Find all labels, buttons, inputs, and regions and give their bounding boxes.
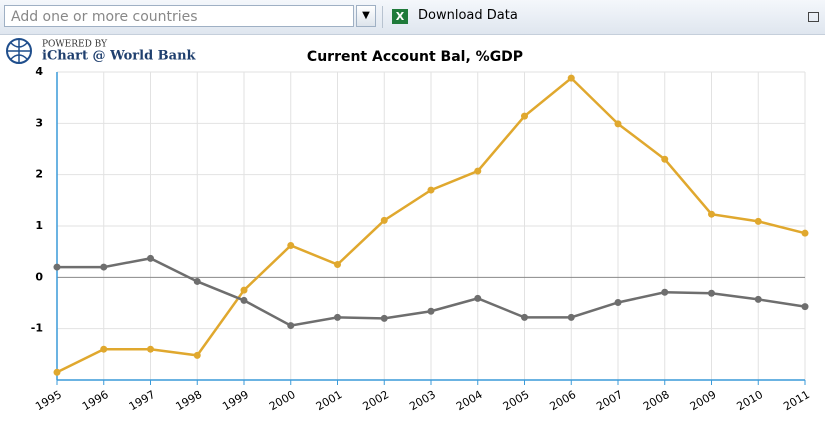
chart-title: Current Account Bal, %GDP xyxy=(307,49,523,65)
y-tick-label: 2 xyxy=(35,168,43,181)
y-tick-label: 3 xyxy=(35,116,43,129)
series-point xyxy=(240,286,248,294)
dropdown-button[interactable]: ▼ xyxy=(356,5,376,27)
series-point xyxy=(567,74,575,82)
y-tick-label: 1 xyxy=(35,219,43,232)
series-point xyxy=(147,345,154,353)
x-tick-label: 2007 xyxy=(594,388,625,413)
series-point xyxy=(754,217,762,225)
series-point xyxy=(240,296,248,304)
series-point xyxy=(147,254,154,262)
series-point xyxy=(53,368,61,376)
x-tick-label: 2008 xyxy=(641,388,672,413)
x-tick-label: 1997 xyxy=(127,388,158,413)
x-tick-label: 2010 xyxy=(735,388,766,413)
series-point xyxy=(567,313,575,321)
separator xyxy=(382,6,383,28)
x-tick-label: 2002 xyxy=(361,388,392,413)
download-button[interactable]: Download Data xyxy=(418,8,518,23)
series-point xyxy=(708,210,715,218)
series-point xyxy=(100,345,108,353)
y-tick-label: -1 xyxy=(31,322,43,335)
series-point xyxy=(474,167,482,175)
series-point xyxy=(380,314,388,322)
maximize-button[interactable] xyxy=(808,12,819,22)
series-point xyxy=(474,294,482,302)
logo-globe-lines xyxy=(7,39,31,63)
x-tick-label: 2006 xyxy=(548,388,579,413)
series-point xyxy=(53,263,61,271)
x-tick-label: 2003 xyxy=(407,388,438,413)
series-point xyxy=(801,229,809,237)
series-point xyxy=(100,263,108,271)
x-tick-label: 2004 xyxy=(454,388,485,413)
logo-powered: POWERED BY xyxy=(42,40,108,50)
series-point xyxy=(661,155,669,163)
series-point xyxy=(193,351,201,359)
x-tick-label: 2011 xyxy=(781,388,812,413)
y-tick-label: 4 xyxy=(35,65,43,78)
country-search[interactable]: Add one or more countries xyxy=(4,5,354,27)
excel-icon[interactable]: X xyxy=(392,9,408,24)
series-point xyxy=(334,261,341,268)
x-tick-label: 2005 xyxy=(501,388,532,413)
series-point xyxy=(287,322,295,330)
series-point xyxy=(287,242,295,250)
y-tick-label: 0 xyxy=(35,270,43,283)
series-point xyxy=(521,313,528,321)
series-point xyxy=(754,295,762,303)
x-tick-label: 1995 xyxy=(33,388,64,413)
toolbar: Add one or more countries ▼ X Download D… xyxy=(0,0,825,35)
series-point xyxy=(427,186,435,194)
series-point xyxy=(193,277,201,285)
x-tick-label: 2000 xyxy=(267,388,298,413)
series-point xyxy=(614,120,622,128)
series-point xyxy=(521,112,528,120)
x-tick-label: 1998 xyxy=(174,388,205,413)
logo-brand: iChart @ World Bank xyxy=(42,49,197,64)
x-tick-label: 2009 xyxy=(688,388,719,413)
series-point xyxy=(708,289,715,297)
series-point xyxy=(614,298,622,306)
x-tick-label: 1996 xyxy=(80,388,111,413)
series-point xyxy=(661,288,669,296)
x-tick-label: 1999 xyxy=(220,388,251,413)
series-point xyxy=(380,216,388,224)
series-point xyxy=(427,307,435,315)
x-tick-label: 2001 xyxy=(314,388,345,413)
series-point xyxy=(334,313,341,321)
series-point xyxy=(801,303,809,311)
